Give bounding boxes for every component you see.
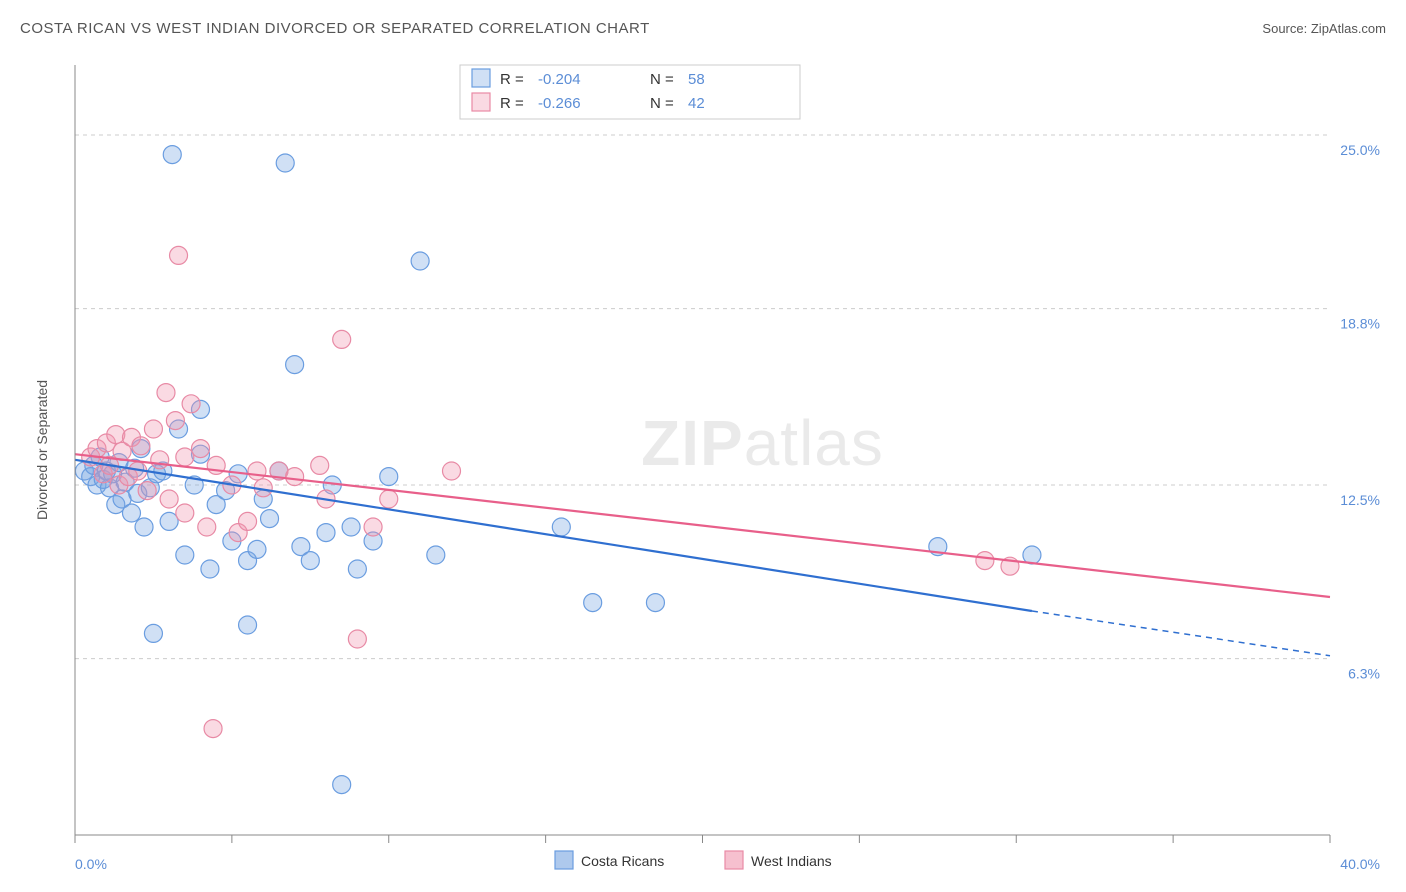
data-point [443, 462, 461, 480]
data-point [163, 146, 181, 164]
chart-container: 6.3% 12.5% 18.8% 25.0% ZIPatlas 0.0% 40.0% Divo… [20, 55, 1386, 882]
watermark: ZIPatlas [641, 407, 884, 479]
bottom-legend-swatch [725, 851, 743, 869]
data-point [182, 395, 200, 413]
data-point [333, 330, 351, 348]
data-point [348, 630, 366, 648]
data-point [427, 546, 445, 564]
data-point [144, 624, 162, 642]
data-point [333, 776, 351, 794]
data-point [176, 546, 194, 564]
y-tick-label: 18.8% [1340, 316, 1380, 332]
data-point [151, 451, 169, 469]
bottom-legend-label: West Indians [751, 853, 832, 869]
legend-swatch [472, 93, 490, 111]
y-tick-label: 6.3% [1348, 666, 1380, 682]
data-point [301, 552, 319, 570]
data-point [132, 437, 150, 455]
data-point [176, 448, 194, 466]
data-point [239, 512, 257, 530]
data-point [144, 420, 162, 438]
source-link[interactable]: ZipAtlas.com [1311, 21, 1386, 36]
y-axis-label: Divorced or Separated [34, 380, 50, 520]
y-tick-label: 12.5% [1340, 492, 1380, 508]
data-point [170, 246, 188, 264]
data-point [976, 552, 994, 570]
data-point [364, 518, 382, 536]
trend-line [75, 460, 1032, 611]
y-tick-label: 25.0% [1340, 142, 1380, 158]
data-point [380, 490, 398, 508]
legend-swatch [472, 69, 490, 87]
x-tick-label: 40.0% [1340, 856, 1380, 872]
legend-r-label: R = [500, 71, 524, 88]
data-point [192, 440, 210, 458]
data-point [348, 560, 366, 578]
data-point [584, 594, 602, 612]
legend-r-label: R = [500, 95, 524, 112]
source-label: Source: [1262, 21, 1307, 36]
data-point [552, 518, 570, 536]
bottom-legend-label: Costa Ricans [581, 853, 664, 869]
data-point [317, 524, 335, 542]
legend-n-value: 42 [688, 95, 705, 112]
source-attribution: Source: ZipAtlas.com [1262, 21, 1386, 36]
trend-line-extension [1032, 611, 1330, 656]
legend-r-value: -0.266 [538, 95, 581, 112]
data-point [204, 720, 222, 738]
data-point [122, 504, 140, 522]
data-point [157, 384, 175, 402]
data-point [107, 426, 125, 444]
data-point [135, 518, 153, 536]
data-point [286, 356, 304, 374]
data-point [248, 540, 266, 558]
data-point [380, 468, 398, 486]
correlation-scatter-chart: 6.3% 12.5% 18.8% 25.0% ZIPatlas 0.0% 40.0% Divo… [20, 55, 1386, 875]
data-point [342, 518, 360, 536]
data-point [286, 468, 304, 486]
data-point [198, 518, 216, 536]
data-point [646, 594, 664, 612]
x-tick-label: 0.0% [75, 856, 107, 872]
chart-title: COSTA RICAN VS WEST INDIAN DIVORCED OR S… [20, 20, 650, 37]
data-point [160, 490, 178, 508]
bottom-legend-swatch [555, 851, 573, 869]
data-point [176, 504, 194, 522]
data-point [166, 412, 184, 430]
data-point [160, 512, 178, 530]
data-point [138, 482, 156, 500]
data-point [276, 154, 294, 172]
data-point [201, 560, 219, 578]
data-point [261, 510, 279, 528]
data-point [248, 462, 266, 480]
data-point [411, 252, 429, 270]
legend-n-label: N = [650, 95, 674, 112]
data-point [311, 456, 329, 474]
legend-n-label: N = [650, 71, 674, 88]
legend-n-value: 58 [688, 71, 705, 88]
data-point [239, 616, 257, 634]
legend-r-value: -0.204 [538, 71, 581, 88]
